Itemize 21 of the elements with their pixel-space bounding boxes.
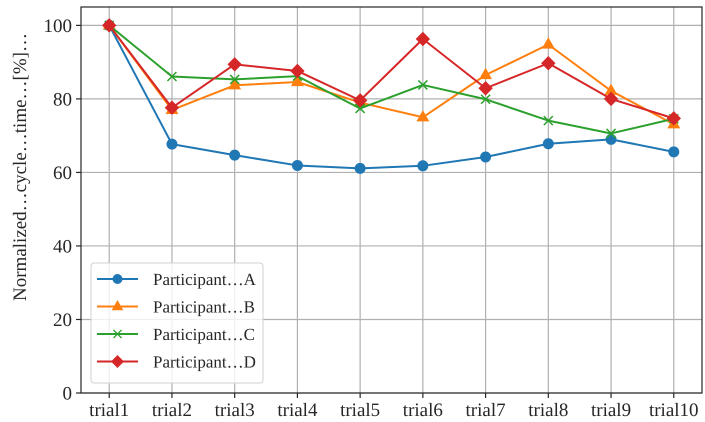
legend-label: Participant…D: [153, 352, 256, 372]
y-tick-label: 0: [62, 384, 72, 405]
legend-label: Participant…C: [153, 324, 255, 344]
x-tick-label: trial6: [402, 400, 443, 421]
y-tick-label: 100: [44, 16, 72, 38]
x-tick-label: trial10: [648, 400, 699, 421]
y-tick-label: 20: [53, 310, 72, 332]
x-tick-label: trial2: [152, 400, 192, 421]
y-tick-label: 40: [53, 236, 72, 258]
y-tick-label: 60: [53, 163, 72, 184]
x-tick-label: trial8: [528, 400, 568, 421]
x-tick-label: trial1: [89, 400, 130, 421]
legend-label: Participant…B: [153, 297, 255, 316]
x-tick-label: trial7: [466, 400, 506, 421]
x-tick-label: trial9: [590, 400, 632, 421]
y-axis-title: Normalized…cycle…time…[%]…: [10, 32, 31, 302]
y-tick-label: 80: [53, 90, 72, 111]
x-tick-label: trial4: [277, 400, 318, 421]
x-tick-label: trial5: [340, 400, 380, 421]
x-tick-label: trial3: [214, 400, 255, 421]
legend-label: Participant…A: [153, 270, 257, 289]
